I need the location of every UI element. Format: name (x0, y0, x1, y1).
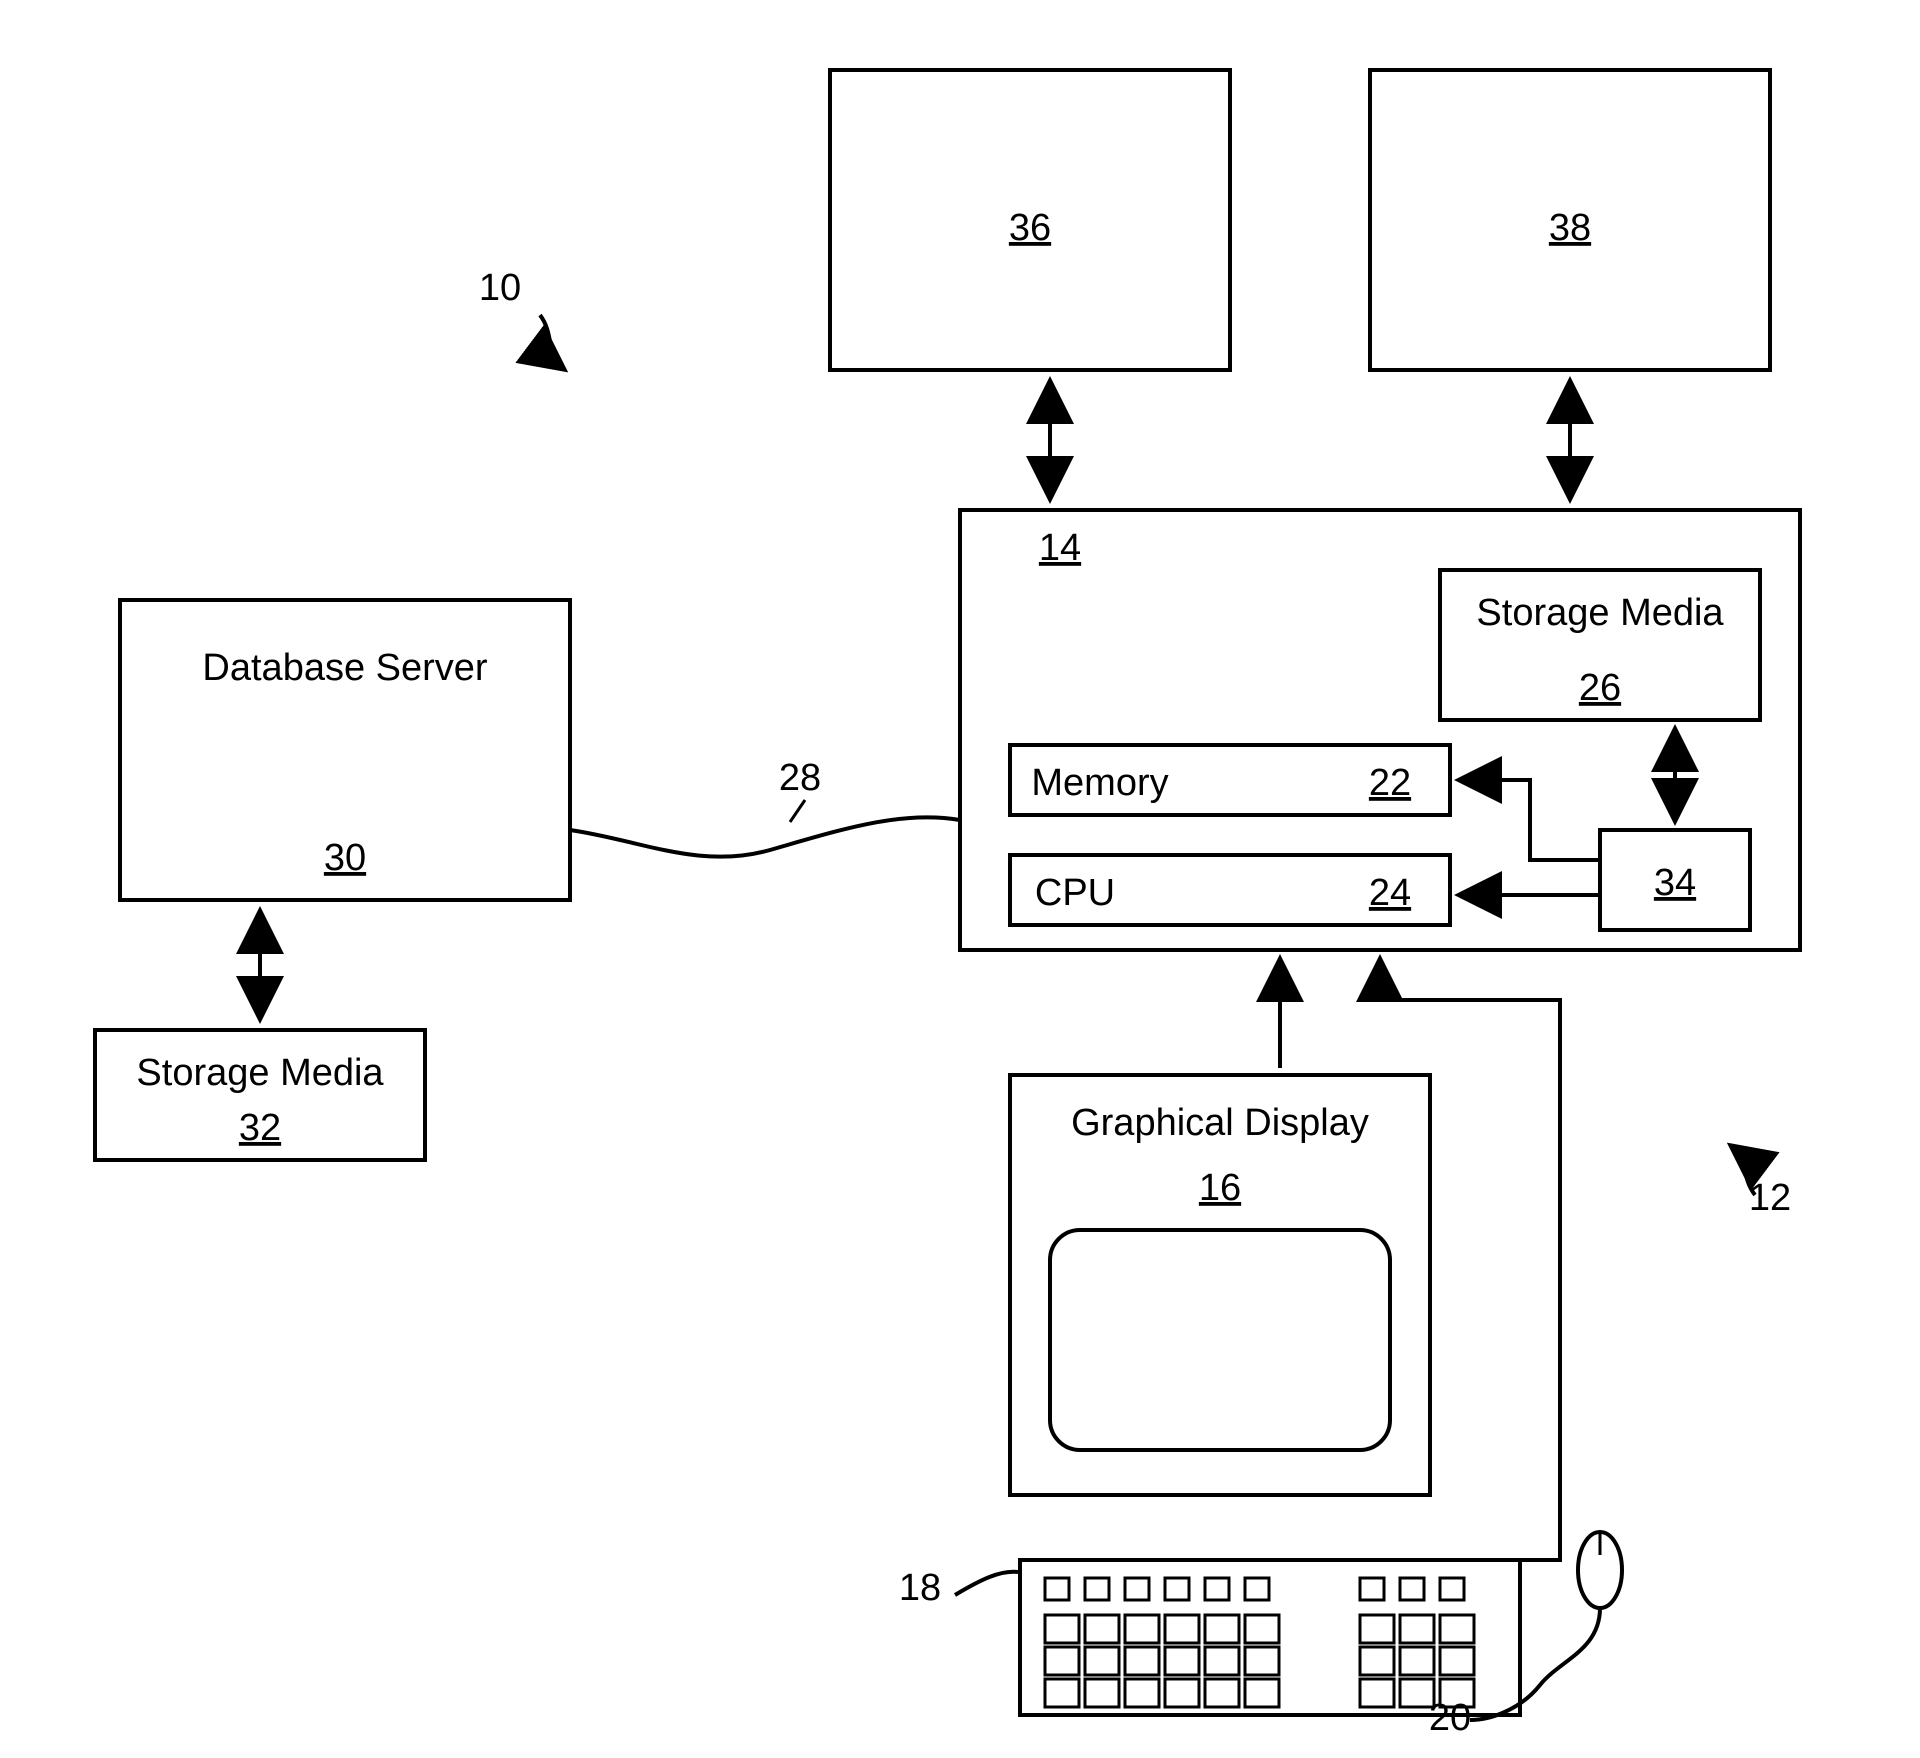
key (1045, 1679, 1079, 1707)
key-small (1045, 1578, 1069, 1600)
cable-28 (570, 817, 960, 856)
number-sm26: 26 (1579, 667, 1621, 709)
key (1125, 1647, 1159, 1675)
key-small (1245, 1578, 1269, 1600)
key (1360, 1647, 1394, 1675)
key-small (1205, 1578, 1229, 1600)
number-mem: 22 (1369, 762, 1411, 804)
key (1085, 1615, 1119, 1643)
key (1440, 1647, 1474, 1675)
key (1440, 1615, 1474, 1643)
key (1400, 1615, 1434, 1643)
key (1245, 1615, 1279, 1643)
key (1360, 1679, 1394, 1707)
key (1360, 1615, 1394, 1643)
floating-label-l10: 10 (479, 267, 521, 309)
key (1245, 1647, 1279, 1675)
number-n34: 34 (1654, 862, 1696, 904)
label-db: Database Server (202, 647, 487, 689)
key (1045, 1647, 1079, 1675)
key (1165, 1647, 1199, 1675)
label-tick-28 (790, 800, 805, 822)
key (1205, 1679, 1239, 1707)
key-small (1440, 1578, 1464, 1600)
key-small (1125, 1578, 1149, 1600)
key (1085, 1647, 1119, 1675)
floating-label-l20: 20 (1429, 1697, 1471, 1739)
floating-label-l12: 12 (1749, 1177, 1791, 1219)
label-sm32: Storage Media (136, 1052, 384, 1094)
edge-keyboard-14 (1380, 958, 1560, 1560)
number-n36: 36 (1009, 207, 1051, 249)
key (1205, 1615, 1239, 1643)
label-sm26: Storage Media (1476, 592, 1724, 634)
key-small (1165, 1578, 1189, 1600)
key (1165, 1679, 1199, 1707)
mouse-cable (1470, 1608, 1600, 1720)
number-db: 30 (324, 837, 366, 879)
key-small (1400, 1578, 1424, 1600)
label-mem: Memory (1031, 762, 1168, 804)
key-small (1085, 1578, 1109, 1600)
number-cpu: 24 (1369, 872, 1411, 914)
leader-10 (540, 315, 565, 370)
floating-label-l28: 28 (779, 757, 821, 799)
number-n38: 38 (1549, 207, 1591, 249)
key-small (1360, 1578, 1384, 1600)
display-screen (1050, 1230, 1390, 1450)
key (1400, 1647, 1434, 1675)
number-disp: 16 (1199, 1167, 1241, 1209)
label-cpu: CPU (1035, 872, 1115, 914)
key (1125, 1615, 1159, 1643)
key (1045, 1615, 1079, 1643)
key (1085, 1679, 1119, 1707)
floating-label-l18: 18 (899, 1567, 941, 1609)
number-sm32: 32 (239, 1107, 281, 1149)
key (1245, 1679, 1279, 1707)
number-n14: 14 (1039, 527, 1081, 569)
key (1165, 1615, 1199, 1643)
system-diagram: 36 38 14 Storage Media 26 Memory 22 CPU 24 34 Data… (0, 0, 1920, 1758)
key (1205, 1647, 1239, 1675)
leader-18 (955, 1572, 1018, 1595)
edge-34-mem (1458, 780, 1600, 860)
label-disp: Graphical Display (1071, 1102, 1369, 1144)
key (1125, 1679, 1159, 1707)
